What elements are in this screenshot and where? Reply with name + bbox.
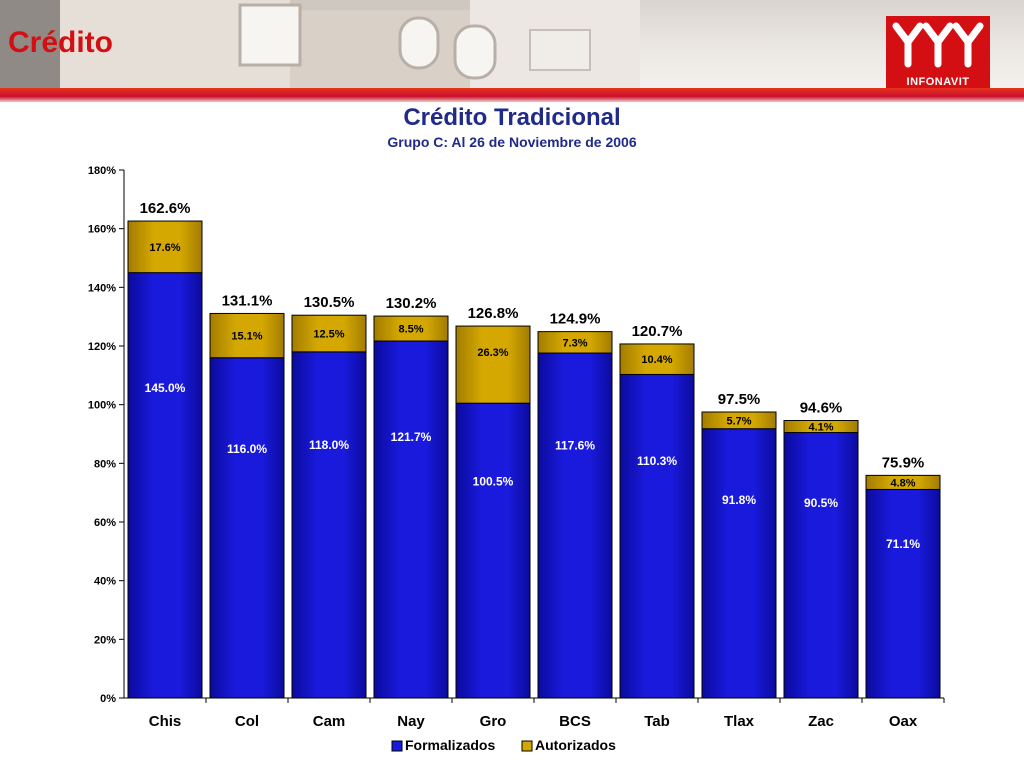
bar-autorizados-tab — [619, 343, 695, 375]
data-label-total: 124.9% — [550, 311, 601, 328]
bar-autorizados-oax — [865, 474, 941, 490]
infonavit-logo: INFONAVIT — [886, 16, 990, 90]
data-label-autorizados: 10.4% — [641, 354, 672, 366]
bar-autorizados-chis — [127, 220, 203, 274]
data-label-formalizados: 71.1% — [886, 537, 920, 551]
legend-label-autorizados: Autorizados — [535, 737, 616, 753]
bar-formalizados-tlax — [701, 428, 777, 699]
data-label-formalizados: 145.0% — [145, 381, 186, 395]
bar-formalizados-chis — [127, 272, 203, 699]
data-label-autorizados: 15.1% — [231, 331, 262, 343]
y-tick-label: 40% — [94, 576, 116, 588]
data-label-autorizados: 17.6% — [149, 242, 180, 254]
house-photo — [0, 0, 640, 90]
logo-text: INFONAVIT — [906, 76, 970, 88]
bar-autorizados-cam — [291, 314, 367, 353]
data-label-autorizados: 8.5% — [398, 324, 423, 336]
y-tick-label: 160% — [88, 224, 116, 236]
x-tick-label: Tab — [644, 713, 670, 730]
data-label-total: 131.1% — [222, 292, 273, 309]
x-tick-label: Gro — [480, 713, 507, 730]
data-label-total: 75.9% — [882, 454, 925, 471]
data-label-total: 94.6% — [800, 400, 843, 417]
y-tick-label: 20% — [94, 634, 116, 646]
data-label-formalizados: 91.8% — [722, 493, 756, 507]
data-label-total: 162.6% — [140, 200, 191, 217]
x-tick-label: Zac — [808, 713, 834, 730]
x-tick-label: Cam — [313, 713, 346, 730]
x-tick-label: BCS — [559, 713, 591, 730]
legend-swatch-autorizados — [521, 740, 533, 752]
infonavit-logo-icon — [886, 16, 990, 90]
bar-formalizados-col — [209, 357, 285, 699]
data-label-autorizados: 4.8% — [890, 477, 915, 489]
bar-autorizados-zac — [783, 420, 859, 434]
data-label-autorizados: 4.1% — [808, 422, 833, 434]
bar-formalizados-oax — [865, 488, 941, 699]
bar-autorizados-tlax — [701, 411, 777, 430]
data-label-total: 97.5% — [718, 391, 761, 408]
y-tick-label: 100% — [88, 400, 116, 412]
data-label-formalizados: 117.6% — [555, 439, 595, 453]
x-tick-label: Col — [235, 713, 259, 730]
data-label-formalizados: 116.0% — [227, 442, 267, 456]
y-tick-label: 120% — [88, 341, 116, 353]
bar-formalizados-gro — [455, 402, 531, 699]
bar-formalizados-cam — [291, 351, 367, 699]
chart-title: Crédito Tradicional — [403, 104, 621, 131]
bar-autorizados-bcs — [537, 331, 613, 354]
bar-formalizados-zac — [783, 432, 859, 699]
data-label-formalizados: 90.5% — [804, 496, 838, 510]
header-red-stripe — [0, 88, 1024, 102]
data-label-total: 130.2% — [386, 295, 437, 312]
bar-formalizados-tab — [619, 373, 695, 699]
header-banner: INFONAVIT Crédito — [0, 0, 1024, 90]
x-tick-label: Tlax — [724, 713, 755, 730]
data-label-autorizados: 7.3% — [562, 337, 587, 349]
bar-autorizados-gro — [455, 325, 531, 404]
y-tick-label: 80% — [94, 458, 116, 470]
legend-label-formalizados: Formalizados — [405, 737, 495, 753]
data-label-autorizados: 12.5% — [313, 329, 344, 341]
x-tick-label: Oax — [889, 713, 918, 730]
data-label-total: 120.7% — [632, 323, 683, 340]
x-tick-label: Chis — [149, 713, 182, 730]
data-label-formalizados: 118.0% — [309, 438, 349, 452]
y-tick-label: 0% — [100, 693, 116, 705]
bar-formalizados-nay — [373, 340, 449, 699]
data-label-formalizados: 110.3% — [637, 454, 677, 468]
data-label-formalizados: 121.7% — [391, 430, 432, 444]
bar-autorizados-nay — [373, 315, 449, 342]
y-tick-label: 60% — [94, 517, 116, 529]
y-tick-label: 180% — [88, 165, 116, 177]
bar-formalizados-bcs — [537, 352, 613, 699]
legend-swatch-formalizados — [391, 740, 403, 752]
data-label-formalizados: 100.5% — [473, 475, 514, 489]
data-label-autorizados: 26.3% — [477, 347, 508, 359]
bar-autorizados-col — [209, 312, 285, 359]
section-title: Crédito — [8, 26, 113, 59]
data-label-total: 126.8% — [468, 305, 519, 322]
data-label-total: 130.5% — [304, 294, 355, 311]
x-tick-label: Nay — [397, 713, 425, 730]
data-label-autorizados: 5.7% — [726, 415, 751, 427]
chart-subtitle: Grupo C: Al 26 de Noviembre de 2006 — [387, 134, 637, 150]
y-tick-label: 140% — [88, 282, 116, 294]
